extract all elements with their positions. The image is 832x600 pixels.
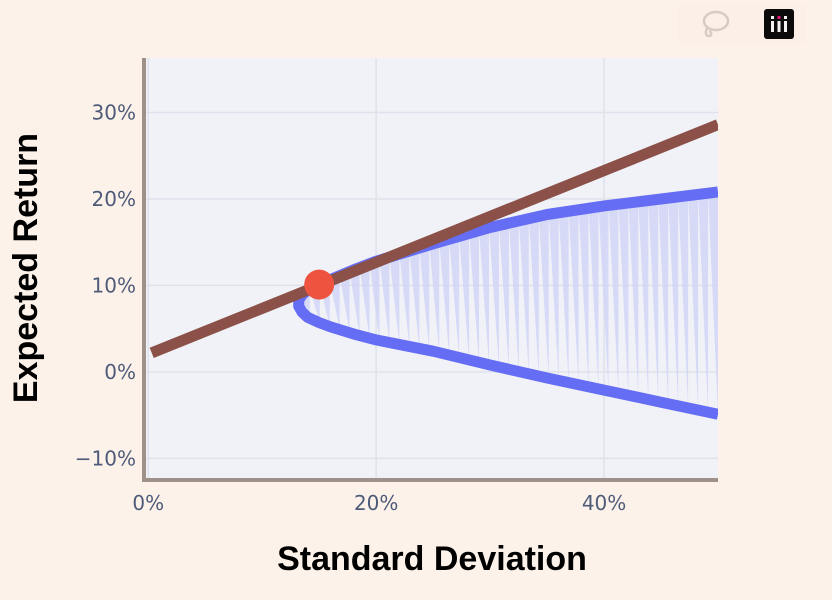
frontier-fill-segment [528, 216, 539, 377]
frontier-fill-segment [678, 195, 689, 408]
x-axis-title: Standard Deviation [277, 540, 587, 578]
frontier-fill-segment [608, 204, 619, 394]
frontier-fill-segment [399, 251, 410, 347]
frontier-fill-segment [618, 202, 629, 396]
frontier-fill-segment [558, 211, 569, 383]
frontier-fill-segment [668, 196, 679, 406]
frontier-fill-segment [359, 263, 370, 339]
frontier-fill-segment [429, 242, 440, 353]
y-tick-label: 20% [92, 187, 136, 211]
frontier-fill-segment [469, 230, 480, 363]
frontier-fill-segment [409, 248, 420, 349]
plotly-logo-icon [764, 9, 794, 39]
lasso-select-button[interactable] [699, 9, 731, 39]
frontier-fill-segment [349, 267, 360, 336]
tangency-portfolio-marker[interactable] [304, 269, 335, 300]
x-tick-label: 40% [582, 491, 626, 515]
frontier-fill-segment [369, 260, 380, 341]
modebar [677, 5, 805, 43]
frontier-fill-segment [538, 214, 549, 379]
frontier-fill-segment [648, 199, 659, 402]
frontier-fill-segment [708, 192, 718, 415]
frontier-fill-segment [518, 218, 529, 374]
plotly-logo-button[interactable] [763, 9, 795, 39]
y-tick-label: 0% [104, 360, 136, 384]
frontier-fill-segment [548, 212, 559, 381]
lasso-icon [702, 10, 730, 38]
frontier-fill-segment [498, 223, 509, 370]
frontier-fill-segment [568, 209, 579, 385]
frontier-fill-segment [339, 271, 350, 333]
frontier-fill-segment [638, 200, 649, 400]
frontier-fill-segment [439, 239, 450, 356]
y-tick-label: 10% [92, 273, 136, 297]
frontier-fill-segment [598, 205, 609, 392]
frontier-fill-segment [459, 233, 470, 360]
x-axis-ticks: 0% 20% 40% [132, 491, 626, 515]
frontier-fill-segment [688, 194, 699, 411]
efficient-frontier-line [293, 186, 718, 420]
frontier-fill-segment [389, 254, 400, 345]
frontier-fill [299, 192, 718, 415]
frontier-fill-segment [419, 245, 430, 351]
frontier-fill-segment [508, 220, 519, 372]
x-tick-label: 20% [354, 491, 398, 515]
frontier-fill-segment [588, 206, 599, 389]
capital-market-line [149, 119, 718, 359]
frontier-fill-segment [698, 193, 709, 413]
x-tick-label: 0% [132, 491, 164, 515]
frontier-fill-segment [488, 225, 499, 368]
frontier-fill-segment [449, 236, 460, 358]
frontier-fill-segment [379, 257, 390, 343]
frontier-fill-segment [578, 208, 589, 387]
y-axis-title: Expected Return [7, 133, 45, 403]
y-tick-label: −10% [75, 446, 136, 470]
y-axis-ticks: −10% 0% 10% 20% 30% [75, 100, 136, 470]
frontier-fill-segment [479, 227, 489, 365]
frontier-fill-segment [658, 198, 669, 404]
frontier-fill-segment [628, 201, 639, 398]
y-tick-label: 30% [92, 100, 136, 124]
